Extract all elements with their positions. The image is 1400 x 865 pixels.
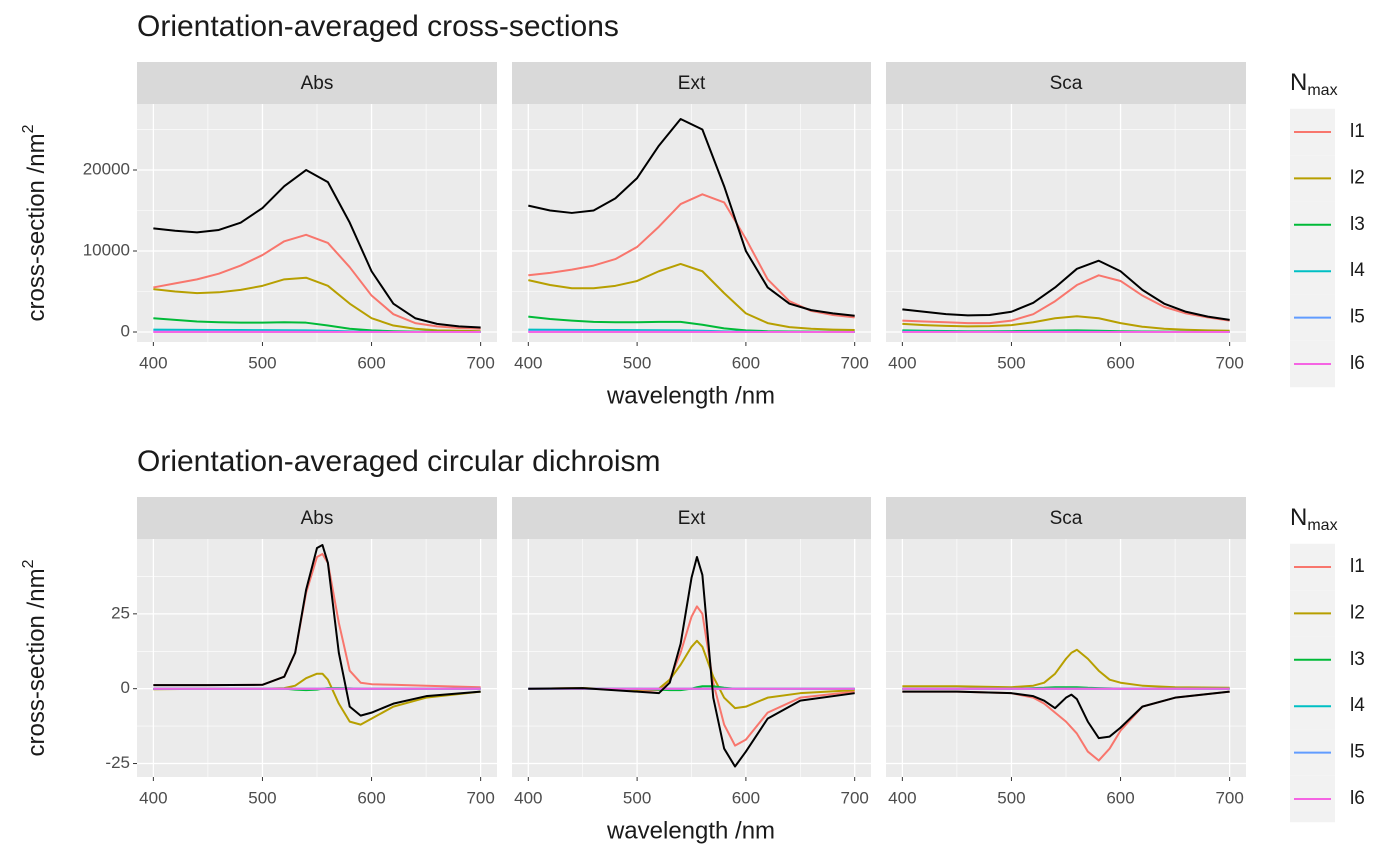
strip-label: Abs <box>301 508 334 529</box>
x-tick-label: 400 <box>888 353 916 372</box>
y-tick-label: 25 <box>111 603 130 622</box>
series-line <box>528 117 855 317</box>
x-tick-label: 500 <box>997 353 1025 372</box>
strip <box>512 62 871 104</box>
y-tick-label: 0 <box>121 321 130 340</box>
x-tick-label: 500 <box>997 788 1025 807</box>
strip-label: Abs <box>301 73 334 94</box>
legend-label: l2 <box>1350 602 1365 623</box>
y-axis-title: cross-section /nm2 <box>20 124 50 321</box>
legend-label: l5 <box>1350 307 1365 328</box>
chart-title: Orientation-averaged circular dichroism <box>137 445 661 478</box>
y-axis-title: cross-section /nm2 <box>20 559 50 756</box>
x-tick-label: 400 <box>139 788 167 807</box>
legend-label: l1 <box>1350 121 1365 142</box>
legend-label: l2 <box>1350 167 1365 188</box>
y-axis-title-text: cross-section /nm <box>23 568 50 756</box>
x-tick-label: 500 <box>623 788 651 807</box>
legend-title-text: N <box>1290 504 1307 531</box>
x-tick-label: 600 <box>732 353 760 372</box>
legend-label: l6 <box>1350 353 1365 374</box>
legend-label: l1 <box>1350 556 1365 577</box>
strip-label: Sca <box>1050 508 1083 529</box>
legend-title: Nmax <box>1290 504 1338 534</box>
legend-label: l3 <box>1350 649 1365 670</box>
series-line <box>153 276 481 333</box>
x-tick-label: 700 <box>466 788 494 807</box>
x-tick-label: 600 <box>1106 788 1134 807</box>
x-tick-label: 700 <box>1215 788 1243 807</box>
series-line <box>902 690 1230 740</box>
series-line <box>153 169 481 329</box>
x-tick-label: 700 <box>840 788 868 807</box>
y-axis-title-text: cross-section /nm <box>23 133 50 321</box>
x-tick-label: 700 <box>466 353 494 372</box>
x-axis-title: wavelength /nm <box>606 817 775 844</box>
series-line <box>902 259 1230 321</box>
series-line <box>902 274 1230 325</box>
y-axis-title-sup: 2 <box>20 559 37 568</box>
y-tick-label: -25 <box>105 753 130 772</box>
series-line <box>902 648 1230 689</box>
series-line <box>153 233 481 330</box>
legend-label: l4 <box>1350 260 1365 281</box>
strip-label: Ext <box>678 73 706 94</box>
x-tick-label: 600 <box>357 788 385 807</box>
legend-title: Nmax <box>1290 69 1338 99</box>
strip <box>137 497 497 539</box>
legend-title-sub: max <box>1307 517 1337 534</box>
x-tick-label: 400 <box>139 353 167 372</box>
x-tick-label: 600 <box>1106 353 1134 372</box>
strip <box>886 62 1246 104</box>
chart-title: Orientation-averaged cross-sections <box>137 10 619 43</box>
legend-label: l4 <box>1350 695 1365 716</box>
series-line <box>528 605 855 747</box>
series-line <box>153 543 481 717</box>
x-tick-label: 700 <box>840 353 868 372</box>
x-tick-label: 500 <box>248 788 276 807</box>
legend-title-text: N <box>1290 69 1307 96</box>
strip <box>137 62 497 104</box>
x-tick-label: 400 <box>888 788 916 807</box>
strip <box>512 497 871 539</box>
x-tick-label: 600 <box>357 353 385 372</box>
legend-title-sub: max <box>1307 82 1337 99</box>
strip <box>886 497 1246 539</box>
y-axis-title-sup: 2 <box>20 124 37 133</box>
legend-label: l3 <box>1350 214 1365 235</box>
y-tick-label: 10000 <box>83 240 130 259</box>
x-axis-title: wavelength /nm <box>606 382 775 409</box>
series-line <box>528 555 855 768</box>
series-line <box>902 315 1230 332</box>
x-tick-label: 400 <box>514 353 542 372</box>
legend-label: l6 <box>1350 788 1365 809</box>
strip-label: Ext <box>678 508 706 529</box>
x-tick-label: 700 <box>1215 353 1243 372</box>
y-tick-label: 20000 <box>83 159 130 178</box>
series-line <box>528 262 855 331</box>
legend-label: l5 <box>1350 742 1365 763</box>
y-tick-label: 0 <box>121 678 130 697</box>
x-tick-label: 500 <box>623 353 651 372</box>
x-tick-label: 600 <box>732 788 760 807</box>
x-tick-label: 400 <box>514 788 542 807</box>
x-tick-label: 500 <box>248 353 276 372</box>
strip-label: Sca <box>1050 73 1083 94</box>
